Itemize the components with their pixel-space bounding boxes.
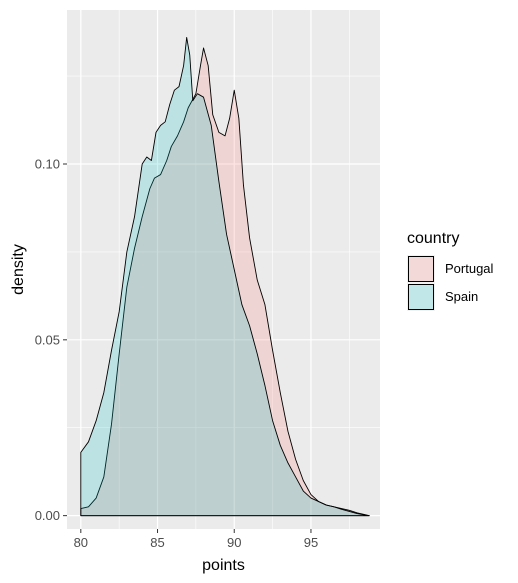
x-tick-label: 90 — [227, 535, 241, 550]
legend-title: country — [407, 230, 459, 247]
x-axis-title: points — [202, 557, 245, 574]
y-axis: 0.00 0.05 0.10 — [35, 157, 67, 523]
y-axis-title: density — [10, 244, 27, 295]
legend-label-portugal: Portugal — [445, 261, 494, 276]
x-tick-label: 95 — [304, 535, 318, 550]
legend-label-spain: Spain — [445, 289, 478, 304]
x-axis: 80 85 90 95 — [74, 529, 318, 550]
legend-items: Portugal Spain — [407, 255, 494, 311]
y-tick-label: 0.05 — [35, 332, 60, 347]
legend-key-background — [407, 255, 435, 283]
density-area-spain — [80, 36, 370, 517]
density-areas — [80, 36, 370, 517]
x-tick-label: 80 — [74, 535, 88, 550]
y-tick-label: 0.10 — [35, 157, 60, 172]
legend-key-background — [407, 283, 435, 311]
legend-key-portugal — [408, 256, 434, 282]
y-tick-label: 0.00 — [35, 508, 60, 523]
legend-key-spain — [408, 284, 434, 310]
x-tick-label: 85 — [150, 535, 164, 550]
legend: country Portugal Spain — [407, 230, 494, 311]
